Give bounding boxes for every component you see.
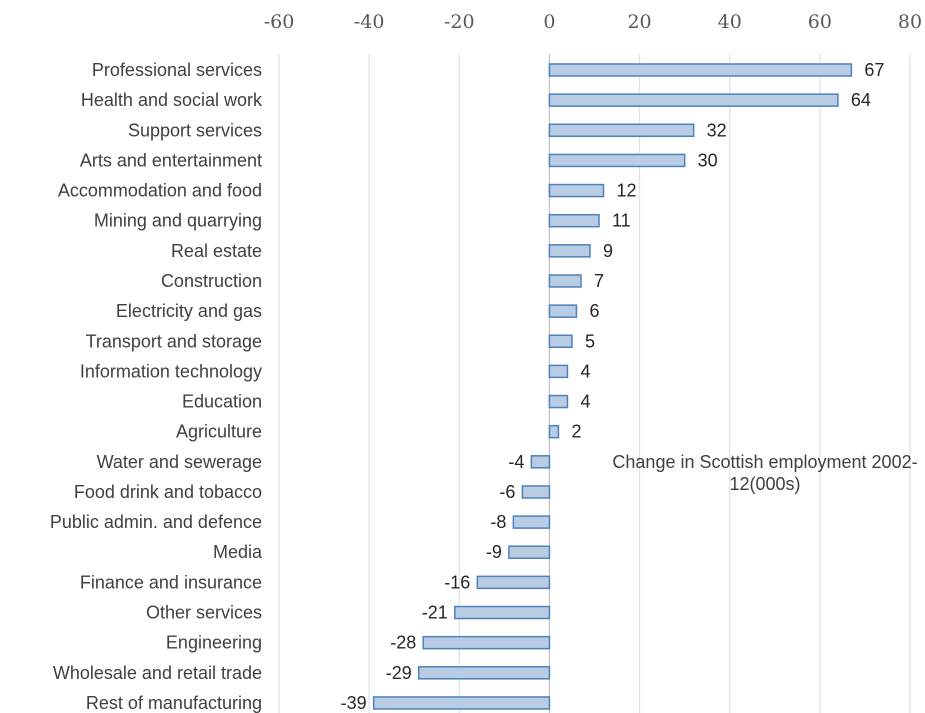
category-label: Engineering (166, 633, 262, 653)
category-label: Mining and quarrying (94, 211, 262, 231)
category-label: Agriculture (176, 422, 262, 442)
category-label: Water and sewerage (97, 452, 262, 472)
x-tick-label: 20 (627, 11, 651, 33)
bar (548, 93, 839, 107)
category-label: Information technology (80, 361, 262, 381)
bar (476, 575, 551, 590)
data-label: 6 (589, 301, 599, 321)
bar (521, 485, 551, 499)
category-label: Construction (161, 271, 262, 291)
chart-title: Change in Scottish employment 2002-12(00… (612, 452, 918, 494)
x-tick-label: -40 (354, 11, 385, 33)
category-label: Media (213, 542, 263, 562)
data-label: -9 (486, 542, 502, 562)
category-label: Rest of manufacturing (86, 693, 262, 713)
category-label: Real estate (171, 241, 262, 261)
gridlines (278, 54, 911, 713)
category-label: Other services (146, 603, 262, 623)
data-label: 32 (707, 120, 727, 140)
bar (530, 455, 551, 469)
category-label: Arts and entertainment (80, 150, 262, 170)
data-label: -39 (341, 693, 367, 713)
category-label: Health and social work (81, 90, 263, 110)
data-label: 7 (594, 271, 604, 291)
data-label: 4 (580, 392, 590, 412)
bar (548, 213, 600, 228)
data-label: -21 (422, 603, 448, 623)
data-label: -6 (499, 482, 515, 502)
x-axis-ticks: -60 -40 -20 0 20 40 60 80 (264, 11, 922, 33)
category-label: Food drink and tobacco (74, 482, 262, 502)
bar (548, 63, 853, 77)
bar (548, 123, 695, 138)
data-label: 5 (585, 331, 595, 351)
bar (548, 244, 591, 258)
x-tick-label: 60 (808, 11, 832, 33)
bars (372, 63, 853, 710)
category-label: Accommodation and food (58, 181, 262, 201)
data-labels: 67 64 32 30 12 11 9 7 6 5 4 4 2 -4 -6 -8 -9 -16 -21 -28 -29-… (341, 60, 885, 713)
category-labels: Professional services Health and social w… (50, 60, 263, 713)
bar (548, 424, 560, 439)
data-label: 4 (580, 361, 590, 381)
bar (512, 515, 551, 529)
data-label: -16 (444, 572, 470, 592)
x-tick-label: -20 (444, 11, 475, 33)
data-label: 9 (603, 241, 613, 261)
data-label: -8 (490, 512, 506, 532)
bar (548, 394, 569, 409)
bar (548, 274, 582, 288)
bar (548, 153, 686, 168)
x-tick-label: -60 (264, 11, 295, 33)
bar (454, 605, 551, 620)
bar (417, 666, 551, 680)
data-label: 64 (851, 90, 871, 110)
category-label: Support services (128, 120, 262, 140)
data-label: 30 (698, 150, 718, 170)
data-label: -29 (386, 663, 412, 683)
category-label: Education (182, 392, 262, 412)
category-label: Public admin. and defence (50, 512, 262, 532)
bar (548, 304, 578, 318)
data-label: 2 (571, 422, 581, 442)
category-label: Professional services (92, 60, 262, 80)
data-label: -28 (390, 633, 416, 653)
bar (548, 183, 605, 198)
bar (372, 696, 551, 710)
data-label: -4 (508, 452, 524, 472)
category-label: Electricity and gas (116, 301, 262, 321)
x-tick-label: 0 (543, 11, 555, 33)
bar (548, 364, 569, 379)
bar (508, 545, 551, 559)
category-label: Finance and insurance (80, 572, 262, 592)
data-label: 11 (612, 211, 631, 231)
bar (548, 334, 573, 349)
x-tick-label: 80 (898, 11, 922, 33)
x-tick-label: 40 (718, 11, 742, 33)
category-label: Wholesale and retail trade (53, 663, 262, 683)
data-label: 12 (617, 181, 637, 201)
bar (422, 635, 551, 650)
data-label: 67 (864, 60, 884, 80)
category-label: Transport and storage (86, 331, 262, 351)
